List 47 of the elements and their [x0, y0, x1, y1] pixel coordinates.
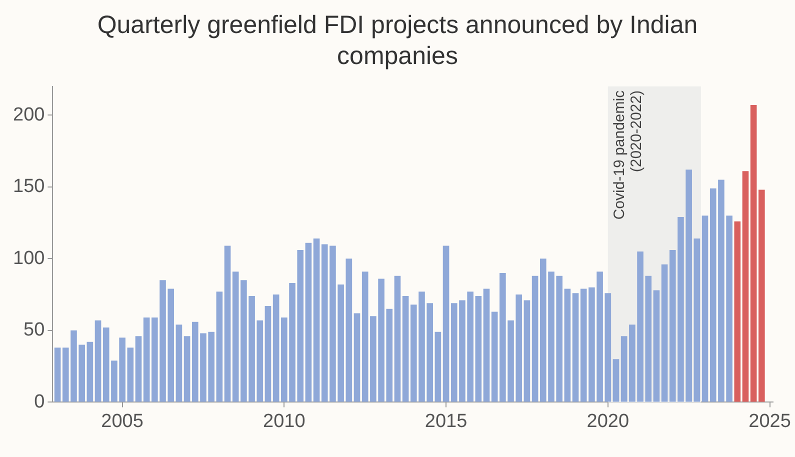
bar [758, 190, 765, 402]
bar [264, 306, 272, 402]
bar [620, 336, 628, 402]
bar [224, 246, 231, 402]
bar [394, 276, 401, 402]
band-label: Covid-19 pandemic (2020-2022) [611, 90, 646, 220]
bar [346, 258, 352, 402]
bar [742, 171, 749, 402]
bar [532, 276, 538, 402]
bar [272, 294, 280, 402]
x-tick-label: 2025 [748, 410, 791, 432]
bar [305, 242, 312, 402]
bar [734, 221, 741, 402]
bar [750, 105, 757, 402]
bar [612, 359, 620, 402]
bar [442, 246, 450, 402]
chart-title: Quarterly greenfield FDI projects announced by Indian companies [96, 10, 699, 72]
bar [572, 293, 579, 402]
bar [354, 313, 360, 402]
bar [54, 348, 61, 402]
bar [313, 238, 320, 402]
bar [94, 320, 102, 402]
x-tick-label: 2020 [586, 410, 630, 432]
y-tick-label: 100 [13, 248, 45, 269]
bar [524, 300, 530, 402]
bar [694, 238, 700, 402]
bar [86, 342, 94, 402]
x-tick-label: 2015 [424, 410, 468, 432]
bar [216, 292, 223, 402]
bar [483, 288, 490, 402]
bar [653, 290, 660, 402]
bar [491, 312, 498, 402]
bar [702, 216, 708, 402]
y-tick-label: 50 [24, 320, 45, 341]
bar [434, 332, 442, 402]
bar [402, 296, 409, 402]
bar [135, 336, 142, 402]
x-tick-label: 2010 [263, 410, 306, 432]
bar [176, 324, 182, 402]
x-tick-label: 2005 [101, 410, 144, 432]
bar [661, 264, 668, 402]
y-tick-label: 150 [13, 176, 45, 198]
y-tick-label: 0 [34, 391, 45, 412]
bar [184, 336, 190, 402]
bar [143, 318, 150, 402]
bar [564, 288, 571, 402]
y-tick-label: 200 [13, 104, 45, 126]
